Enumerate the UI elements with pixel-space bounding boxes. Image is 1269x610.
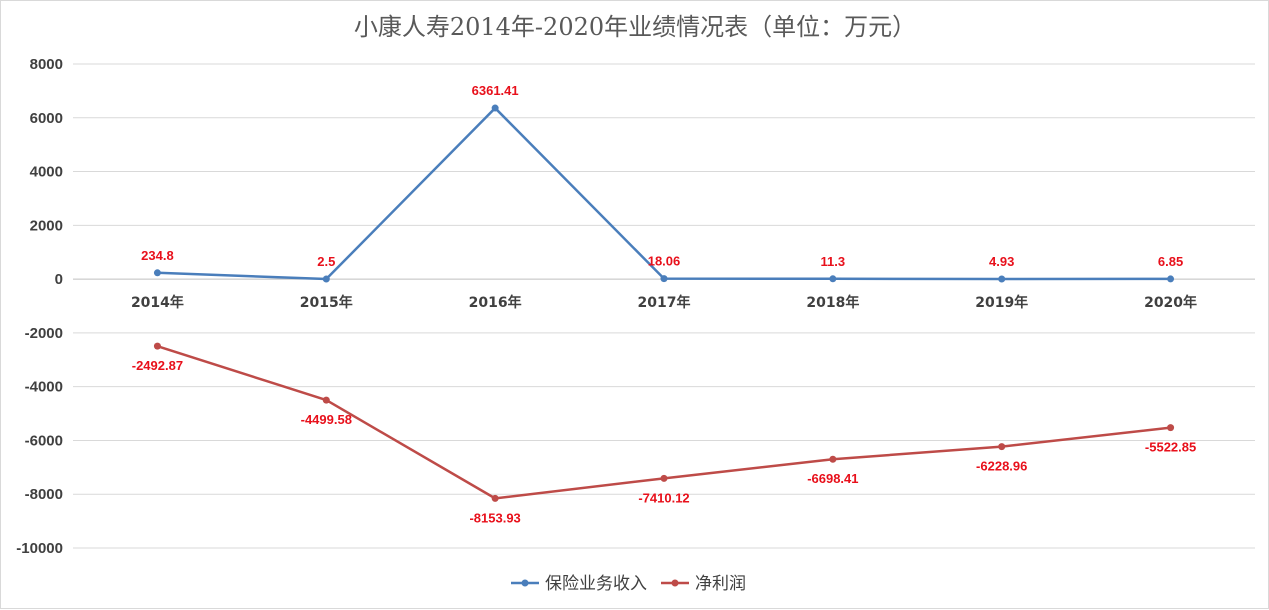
x-tick-label: 2015年 xyxy=(300,294,353,311)
legend-dot-marker xyxy=(521,579,529,587)
data-point xyxy=(1167,424,1175,432)
data-point xyxy=(829,275,837,283)
y-tick-label: -10000 xyxy=(16,540,63,557)
x-tick-label: 2014年 xyxy=(131,294,184,311)
legend-label: 保险业务收入 xyxy=(545,574,647,594)
y-tick-label: -2000 xyxy=(25,325,63,342)
y-tick-label: -8000 xyxy=(25,486,63,503)
data-point xyxy=(998,443,1006,451)
data-labels: 234.8 2.5 6361.41 18.06 11.3 4.93 6.85 -2492.87… xyxy=(132,83,1196,525)
data-label: 4.93 xyxy=(989,254,1014,269)
data-label: 234.8 xyxy=(141,248,174,263)
y-tick-label: 8000 xyxy=(30,56,63,73)
y-tick-label: 2000 xyxy=(30,217,63,234)
y-tick-label: 6000 xyxy=(30,110,63,127)
data-label: 6361.41 xyxy=(472,83,519,98)
y-tick-label: -6000 xyxy=(25,432,63,449)
data-point xyxy=(322,275,330,283)
data-label: 18.06 xyxy=(648,254,681,269)
x-tick-label: 2017年 xyxy=(638,294,691,311)
x-tick-label: 2018年 xyxy=(806,294,859,311)
x-axis-tick-labels: 2014年 2015年 2016年 2017年 2018年 2019年 2020年 xyxy=(131,294,1197,311)
data-point xyxy=(322,396,330,404)
data-label: 6.85 xyxy=(1158,254,1183,269)
y-tick-label: -4000 xyxy=(25,379,63,396)
y-tick-label: 0 xyxy=(55,271,63,288)
data-label: -2492.87 xyxy=(132,358,183,373)
data-label: -4499.58 xyxy=(301,412,352,427)
x-tick-label: 2020年 xyxy=(1144,294,1197,311)
data-label: -8153.93 xyxy=(469,510,520,525)
series-lines xyxy=(153,104,1175,502)
data-point xyxy=(491,104,499,112)
data-label: -6228.96 xyxy=(976,459,1027,474)
data-label: 2.5 xyxy=(317,254,335,269)
legend-label: 净利润 xyxy=(695,574,746,594)
data-point xyxy=(829,455,837,463)
data-label: -5522.85 xyxy=(1145,440,1196,455)
x-tick-label: 2016年 xyxy=(469,294,522,311)
data-label: 11.3 xyxy=(821,254,846,269)
legend-dot-marker xyxy=(671,579,679,587)
x-tick-label: 2019年 xyxy=(975,294,1028,311)
data-point xyxy=(153,269,161,277)
data-point xyxy=(660,474,668,482)
data-label: -6698.41 xyxy=(807,471,858,486)
data-point xyxy=(1167,275,1175,283)
y-axis-tick-labels: 8000 6000 4000 2000 0 -2000 -4000 -6000 -8000 -10… xyxy=(16,56,63,557)
data-point xyxy=(491,494,499,502)
data-point xyxy=(660,275,668,283)
data-label: -7410.12 xyxy=(638,490,689,505)
data-point xyxy=(998,275,1006,283)
data-point xyxy=(153,342,161,350)
chart-title: 小康人寿2014年-2020年业绩情况表（单位：万元） xyxy=(354,13,916,41)
legend: 保险业务收入 净利润 xyxy=(511,574,746,594)
y-tick-label: 4000 xyxy=(30,164,63,181)
